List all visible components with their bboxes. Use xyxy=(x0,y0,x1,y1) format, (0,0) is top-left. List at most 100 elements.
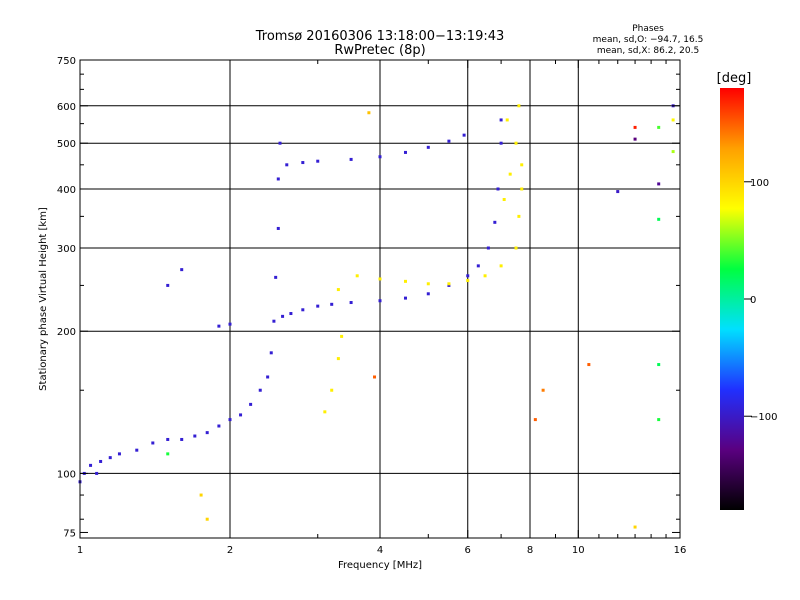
data-point xyxy=(403,150,407,154)
data-point xyxy=(447,283,451,287)
colorbar-tick-label: 100 xyxy=(750,178,769,189)
data-point xyxy=(217,424,221,428)
x-tick-label: 8 xyxy=(527,545,533,556)
data-point xyxy=(403,296,407,300)
data-point xyxy=(108,456,112,460)
y-tick-label: 500 xyxy=(57,139,76,150)
data-point xyxy=(447,139,451,143)
x-tick-label: 1 xyxy=(77,545,83,556)
data-point xyxy=(99,459,103,463)
data-point xyxy=(505,118,509,122)
data-point xyxy=(355,274,359,278)
y-tick-label: 750 xyxy=(57,56,76,67)
data-point xyxy=(657,363,661,367)
data-point xyxy=(281,314,285,318)
data-point xyxy=(426,145,430,149)
y-tick-label: 100 xyxy=(57,469,76,480)
x-tick-label: 10 xyxy=(572,545,585,556)
data-point xyxy=(633,125,637,129)
data-point xyxy=(117,452,121,456)
data-point xyxy=(205,517,209,521)
data-point xyxy=(285,163,289,167)
data-point xyxy=(466,279,470,283)
y-tick-label: 400 xyxy=(57,185,76,196)
data-point xyxy=(336,288,340,292)
data-points xyxy=(78,104,675,529)
tick-labels: 1 2 4 6 8 10 16 75 100 200 300 400 500 600 750 xyxy=(57,56,686,556)
data-point xyxy=(180,437,184,441)
data-point xyxy=(514,141,518,145)
x-tick-label: 2 xyxy=(227,545,233,556)
data-point xyxy=(239,413,243,417)
data-point xyxy=(520,163,524,167)
data-point xyxy=(166,283,170,287)
data-point xyxy=(514,246,518,250)
colorbar-tick-label: 0 xyxy=(750,295,756,306)
y-axis-label: Stationary phase Virtual Height [km] xyxy=(38,207,49,391)
data-point xyxy=(349,157,353,161)
x-tick-label: 4 xyxy=(377,545,383,556)
data-point xyxy=(486,246,490,250)
stats-line-o: mean, sd,O: −94.7, 16.5 xyxy=(593,35,704,45)
data-point xyxy=(633,137,637,141)
data-point xyxy=(249,402,253,406)
y-tick-label: 300 xyxy=(57,244,76,255)
data-point xyxy=(426,282,430,286)
data-point xyxy=(266,375,270,379)
data-point xyxy=(274,275,278,279)
data-point xyxy=(517,214,521,218)
data-point xyxy=(166,437,170,441)
data-point xyxy=(587,363,591,367)
x-tick-label: 6 xyxy=(465,545,471,556)
data-point xyxy=(276,177,280,181)
data-point xyxy=(520,187,524,191)
data-point xyxy=(483,274,487,278)
data-point xyxy=(349,301,353,305)
y-tick-label: 200 xyxy=(57,327,76,338)
data-point xyxy=(180,268,184,272)
stats-line-x: mean, sd,X: 86.2, 20.5 xyxy=(597,46,699,56)
chart-title: Tromsø 20160306 13:18:00−13:19:43 xyxy=(255,29,505,44)
data-point xyxy=(447,282,451,286)
data-point xyxy=(316,304,320,308)
data-point xyxy=(517,104,521,108)
data-point xyxy=(151,441,155,445)
data-point xyxy=(499,141,503,145)
stats-heading: Phases xyxy=(632,24,664,34)
data-point xyxy=(316,159,320,163)
data-point xyxy=(193,434,197,438)
chart-subtitle: RwPretec (8p) xyxy=(334,43,425,58)
data-point xyxy=(502,198,506,202)
data-point xyxy=(378,277,382,281)
data-point xyxy=(228,418,232,422)
x-axis-label: Frequency [MHz] xyxy=(338,560,422,571)
data-point xyxy=(633,525,637,529)
y-tick-label: 75 xyxy=(63,528,76,539)
data-point xyxy=(228,322,232,326)
data-point xyxy=(89,463,93,467)
data-point xyxy=(301,161,305,165)
colorbar-ticks: 100 0 −100 xyxy=(744,178,777,423)
data-point xyxy=(533,418,537,422)
data-point xyxy=(378,299,382,303)
colorbar xyxy=(720,88,744,510)
data-point xyxy=(466,274,470,278)
data-point xyxy=(373,375,377,379)
data-point xyxy=(199,493,203,497)
data-point xyxy=(378,155,382,159)
data-point xyxy=(671,150,675,154)
data-point xyxy=(616,190,620,194)
data-point xyxy=(289,312,293,316)
grid-lines xyxy=(80,60,680,538)
x-tick-label: 16 xyxy=(674,545,687,556)
data-point xyxy=(493,220,497,224)
data-point xyxy=(671,118,675,122)
data-point xyxy=(272,319,276,323)
data-point xyxy=(657,125,661,129)
data-point xyxy=(269,351,273,355)
data-point xyxy=(330,388,334,392)
data-point xyxy=(496,187,500,191)
colorbar-label: [deg] xyxy=(717,71,752,86)
data-point xyxy=(276,226,280,230)
